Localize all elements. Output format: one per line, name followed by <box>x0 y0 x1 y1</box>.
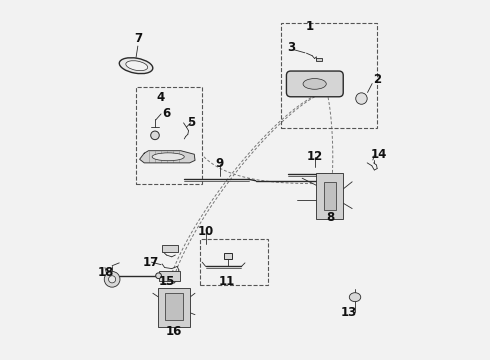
Ellipse shape <box>349 293 361 302</box>
Circle shape <box>156 273 161 279</box>
Circle shape <box>109 276 116 283</box>
Text: 5: 5 <box>187 116 196 129</box>
Text: 4: 4 <box>157 91 165 104</box>
Text: 7: 7 <box>134 32 142 45</box>
Text: 3: 3 <box>287 41 295 54</box>
Text: 6: 6 <box>162 107 171 120</box>
Text: 12: 12 <box>307 150 323 163</box>
Bar <box>281 23 377 128</box>
Bar <box>158 288 190 327</box>
Circle shape <box>356 93 367 104</box>
Ellipse shape <box>119 58 153 74</box>
Polygon shape <box>140 151 195 163</box>
Bar <box>200 239 268 285</box>
Ellipse shape <box>126 61 147 71</box>
Text: 17: 17 <box>142 256 158 269</box>
Ellipse shape <box>303 78 326 89</box>
Bar <box>136 87 202 184</box>
Text: 1: 1 <box>305 20 314 33</box>
FancyBboxPatch shape <box>287 71 343 97</box>
Bar <box>317 173 343 219</box>
Bar <box>165 293 183 320</box>
Text: 16: 16 <box>165 325 182 338</box>
Bar <box>159 271 180 281</box>
Bar <box>223 253 232 259</box>
Text: 18: 18 <box>98 266 114 279</box>
Bar <box>316 58 322 62</box>
Text: 14: 14 <box>371 148 387 162</box>
Text: 13: 13 <box>341 306 357 319</box>
Text: 10: 10 <box>197 225 214 238</box>
Text: 2: 2 <box>373 73 381 86</box>
Text: 9: 9 <box>216 157 224 170</box>
Bar <box>323 182 336 210</box>
Circle shape <box>151 131 159 140</box>
Bar <box>162 245 178 252</box>
Text: 8: 8 <box>327 211 335 224</box>
Text: 15: 15 <box>158 275 174 288</box>
Circle shape <box>104 271 120 287</box>
Text: 11: 11 <box>219 275 235 288</box>
Ellipse shape <box>152 153 184 161</box>
